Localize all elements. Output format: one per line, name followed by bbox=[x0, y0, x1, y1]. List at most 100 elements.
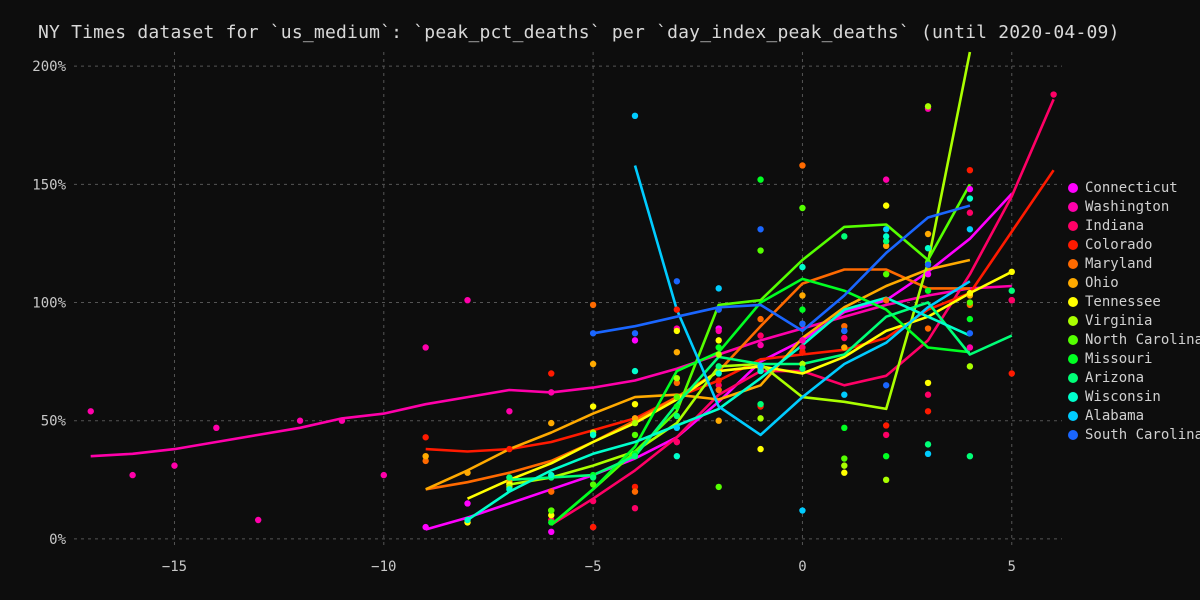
data-point-wisconsin bbox=[589, 431, 597, 439]
legend-item: South Carolina bbox=[1068, 425, 1200, 444]
data-point-north-carolina bbox=[631, 431, 639, 439]
legend-swatch bbox=[1068, 220, 1078, 231]
data-point-north-carolina bbox=[841, 455, 848, 462]
data-point-connecticut bbox=[548, 528, 555, 536]
series-line-ohio bbox=[425, 258, 971, 491]
legend-swatch bbox=[1068, 296, 1078, 307]
x-tick-label: −10 bbox=[371, 559, 396, 575]
data-point-colorado bbox=[799, 348, 806, 356]
legend-swatch bbox=[1068, 182, 1078, 193]
data-point-colorado bbox=[715, 377, 722, 384]
data-point-maryland bbox=[715, 386, 722, 394]
data-point-missouri bbox=[924, 287, 932, 294]
data-point-indiana bbox=[589, 497, 597, 505]
legend-swatch bbox=[1068, 391, 1078, 402]
data-point-tennessee bbox=[966, 289, 974, 297]
data-point-indiana bbox=[715, 382, 722, 389]
data-point-wisconsin bbox=[924, 244, 932, 252]
data-point-missouri bbox=[799, 306, 806, 313]
data-point-south-carolina bbox=[799, 320, 806, 328]
legend-item: Arizona bbox=[1068, 368, 1200, 387]
legend-item: Virginia bbox=[1068, 311, 1200, 330]
legend-label: Ohio bbox=[1085, 274, 1119, 291]
data-point-alabama bbox=[631, 112, 639, 120]
legend-label: Indiana bbox=[1085, 217, 1145, 234]
data-point-connecticut bbox=[924, 270, 932, 278]
data-point-arizona bbox=[631, 452, 639, 460]
data-point-north-carolina bbox=[799, 204, 806, 212]
data-point-missouri bbox=[548, 519, 555, 526]
series-line-virginia bbox=[509, 51, 972, 486]
y-tick-label: 0% bbox=[49, 532, 66, 548]
data-point-tennessee bbox=[1008, 268, 1015, 276]
data-point-wisconsin bbox=[506, 486, 513, 493]
legend-label: North Carolina bbox=[1085, 331, 1200, 348]
data-point-tennessee bbox=[882, 202, 890, 209]
data-point-missouri bbox=[966, 315, 974, 323]
y-axis: 0% 50% 100% 150% 200% bbox=[32, 59, 66, 548]
data-point-maryland bbox=[548, 488, 555, 495]
data-point-north-carolina bbox=[757, 247, 764, 254]
legend-label: Colorado bbox=[1085, 236, 1153, 253]
legend-label: Maryland bbox=[1085, 255, 1153, 272]
data-point-indiana bbox=[757, 332, 764, 339]
data-point-wisconsin bbox=[464, 516, 471, 524]
legend-item: North Carolina bbox=[1068, 330, 1200, 349]
data-point-connecticut bbox=[966, 185, 974, 193]
legend-item: Washington bbox=[1068, 197, 1200, 216]
data-point-alabama bbox=[757, 363, 764, 370]
legend-swatch bbox=[1068, 277, 1078, 288]
data-point-maryland bbox=[589, 301, 597, 309]
data-point-washington bbox=[882, 176, 890, 183]
data-point-alabama bbox=[799, 507, 806, 514]
data-point-indiana bbox=[882, 431, 890, 439]
data-point-indiana bbox=[841, 334, 848, 342]
x-tick-label: −15 bbox=[162, 559, 187, 575]
legend-item: Wisconsin bbox=[1068, 387, 1200, 406]
x-tick-label: 0 bbox=[798, 559, 806, 575]
data-point-indiana bbox=[1008, 296, 1015, 304]
data-point-arizona bbox=[589, 474, 597, 481]
data-point-virginia bbox=[966, 363, 974, 370]
data-point-washington bbox=[422, 344, 429, 351]
data-point-connecticut bbox=[422, 523, 429, 531]
data-point-virginia bbox=[841, 462, 848, 469]
data-point-tennessee bbox=[548, 512, 555, 519]
data-point-south-carolina bbox=[966, 330, 974, 337]
data-point-virginia bbox=[673, 374, 681, 382]
legend-label: Tennessee bbox=[1085, 293, 1161, 310]
legend-swatch bbox=[1068, 258, 1078, 269]
data-point-indiana bbox=[673, 438, 681, 446]
data-point-maryland bbox=[841, 322, 848, 330]
data-point-maryland bbox=[422, 457, 429, 465]
data-point-north-carolina bbox=[882, 270, 890, 278]
data-point-tennessee bbox=[715, 337, 722, 344]
data-point-missouri bbox=[715, 344, 722, 351]
chart-title: NY Times dataset for `us_medium`: `peak_… bbox=[38, 22, 1120, 43]
legend-item: Colorado bbox=[1068, 235, 1200, 254]
data-point-ohio bbox=[589, 360, 597, 368]
legend: Connecticut Washington Indiana Colorado Mary… bbox=[1068, 178, 1200, 444]
data-point-tennessee bbox=[757, 445, 764, 453]
data-point-washington bbox=[213, 424, 220, 432]
data-point-arizona bbox=[715, 363, 722, 370]
x-tick-label: 5 bbox=[1008, 559, 1016, 575]
data-point-colorado bbox=[506, 445, 513, 453]
data-point-wisconsin bbox=[631, 367, 639, 375]
data-point-maryland bbox=[924, 325, 932, 332]
data-point-indiana bbox=[631, 504, 639, 512]
data-point-wisconsin bbox=[799, 263, 806, 271]
data-point-ohio bbox=[841, 344, 848, 351]
y-tick-label: 200% bbox=[32, 59, 66, 75]
legend-swatch bbox=[1068, 239, 1078, 250]
data-point-arizona bbox=[924, 441, 932, 448]
data-point-tennessee bbox=[924, 379, 932, 387]
data-point-maryland bbox=[673, 379, 681, 387]
data-point-virginia bbox=[924, 103, 932, 110]
legend-swatch bbox=[1068, 353, 1078, 364]
legend-item: Maryland bbox=[1068, 254, 1200, 273]
data-point-washington bbox=[171, 462, 178, 469]
data-point-south-carolina bbox=[631, 330, 639, 337]
data-point-alabama bbox=[924, 450, 932, 458]
data-point-tennessee bbox=[631, 400, 639, 408]
